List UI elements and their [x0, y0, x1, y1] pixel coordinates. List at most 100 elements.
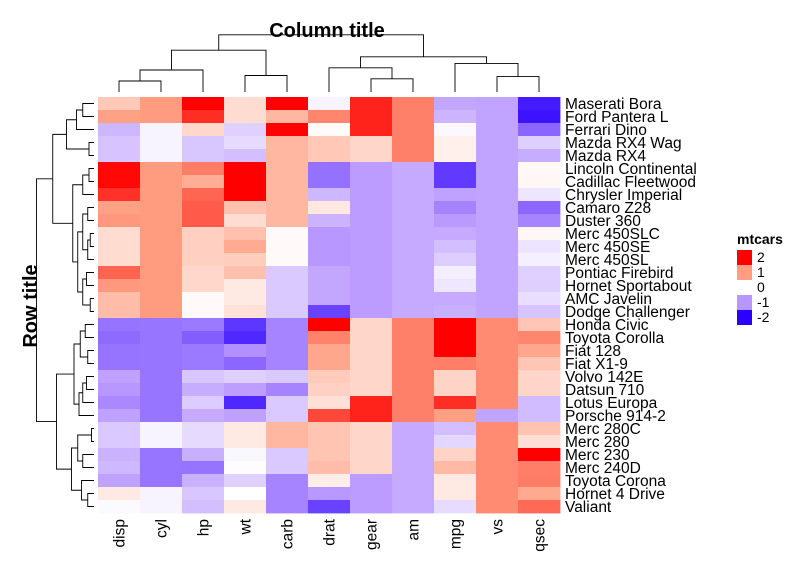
heatmap-cell — [350, 162, 393, 176]
row-label: Honda Civic — [565, 317, 649, 334]
heatmap-cell — [434, 331, 477, 345]
heatmap-cell — [140, 370, 183, 384]
heatmap-cell — [518, 227, 561, 241]
heatmap-cell — [98, 357, 141, 371]
heatmap-cell — [434, 97, 477, 111]
heatmap-cell — [182, 266, 225, 280]
heatmap-cell — [476, 227, 519, 241]
heatmap-cell — [350, 188, 393, 202]
heatmap-cell — [182, 149, 225, 163]
legend-swatch — [737, 265, 752, 280]
heatmap-cell — [308, 344, 351, 358]
heatmap-cell — [392, 344, 435, 358]
row-label: Hornet Sportabout — [565, 278, 692, 295]
heatmap-cell — [182, 240, 225, 254]
heatmap-cell — [224, 266, 267, 280]
heatmap-cell — [308, 474, 351, 488]
heatmap-cell — [518, 201, 561, 215]
heatmap-cell — [224, 357, 267, 371]
heatmap-cell — [392, 201, 435, 215]
row-label: Pontiac Firebird — [565, 265, 674, 282]
heatmap-cell — [308, 383, 351, 397]
heatmap-cell — [350, 331, 393, 345]
column-dendrogram — [118, 34, 540, 92]
legend-label: 2 — [757, 249, 765, 265]
heatmap-cell — [182, 175, 225, 189]
heatmap-cell — [518, 422, 561, 436]
heatmap-cell — [98, 318, 141, 332]
heatmap-cell — [224, 474, 267, 488]
heatmap-cell — [182, 448, 225, 462]
heatmap-cell — [98, 383, 141, 397]
heatmap-cell — [350, 214, 393, 228]
legend-swatch — [737, 295, 752, 310]
heatmap-cell — [350, 357, 393, 371]
heatmap-cell — [518, 162, 561, 176]
heatmap-cell — [476, 461, 519, 475]
heatmap-cell — [392, 188, 435, 202]
row-label: Merc 450SLC — [565, 226, 660, 243]
heatmap-cell — [308, 188, 351, 202]
heatmap-cell — [266, 422, 309, 436]
heatmap-cell — [350, 487, 393, 501]
heatmap-cell — [350, 240, 393, 254]
heatmap-cell — [140, 123, 183, 137]
heatmap-cell — [434, 435, 477, 449]
heatmap-cell — [182, 396, 225, 410]
heatmap-cell — [350, 97, 393, 111]
heatmap-cell — [140, 487, 183, 501]
heatmap-cell — [518, 214, 561, 228]
heatmap-cell — [308, 331, 351, 345]
heatmap-cell — [140, 227, 183, 241]
heatmap-cell — [392, 383, 435, 397]
heatmap-cell — [266, 149, 309, 163]
heatmap-cell — [434, 409, 477, 423]
heatmap-cell — [98, 110, 141, 124]
heatmap-cell — [308, 461, 351, 475]
heatmap-cell — [392, 279, 435, 293]
heatmap-cell — [476, 188, 519, 202]
heatmap-cell — [182, 487, 225, 501]
heatmap-cell — [434, 227, 477, 241]
row-label: Maserati Bora — [565, 96, 662, 113]
heatmap-cell — [476, 396, 519, 410]
heatmap-cell — [140, 240, 183, 254]
heatmap-cell — [224, 383, 267, 397]
heatmap-cell — [434, 266, 477, 280]
heatmap-cell — [224, 97, 267, 111]
heatmap-cell — [350, 149, 393, 163]
heatmap-cell — [350, 383, 393, 397]
heatmap-cell — [476, 344, 519, 358]
heatmap-cell — [140, 357, 183, 371]
row-label: Valiant — [565, 499, 612, 516]
row-label: Ford Pantera L — [565, 109, 669, 126]
heatmap-cell — [308, 149, 351, 163]
heatmap-cell — [224, 370, 267, 384]
heatmap-cell — [476, 123, 519, 137]
heatmap-cell — [308, 422, 351, 436]
heatmap-cell — [350, 201, 393, 215]
heatmap-cell — [434, 136, 477, 150]
heatmap-cell — [308, 500, 351, 514]
row-title: Row title — [20, 264, 42, 347]
heatmap-cell — [392, 110, 435, 124]
heatmap-cell — [518, 500, 561, 514]
heatmap-cell — [476, 383, 519, 397]
heatmap-cell — [182, 188, 225, 202]
heatmap-cell — [434, 422, 477, 436]
legend-swatch — [737, 250, 752, 265]
heatmap-cell — [434, 292, 477, 306]
heatmap-cell — [266, 500, 309, 514]
heatmap-cell — [182, 214, 225, 228]
column-label: hp — [196, 519, 213, 536]
row-dendrogram — [36, 103, 94, 507]
column-label: gear — [364, 519, 381, 550]
heatmap-cell — [98, 487, 141, 501]
heatmap-cell — [434, 370, 477, 384]
heatmap-cell — [518, 474, 561, 488]
row-label: Duster 360 — [565, 213, 641, 230]
heatmap-cell — [308, 305, 351, 319]
heatmap-cell — [392, 149, 435, 163]
row-label: Merc 280C — [565, 421, 641, 438]
